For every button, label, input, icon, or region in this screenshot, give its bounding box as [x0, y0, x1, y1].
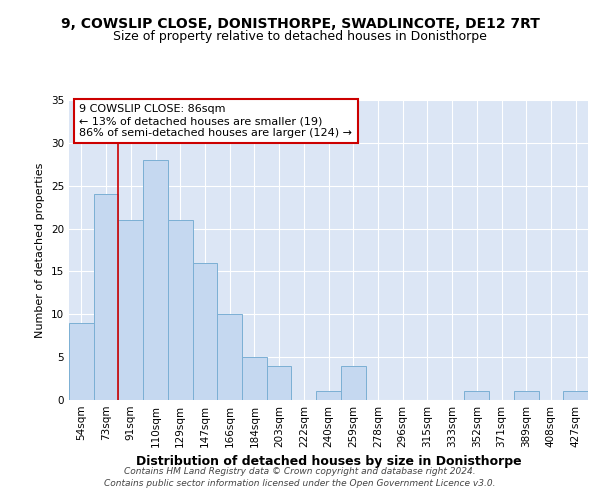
Y-axis label: Number of detached properties: Number of detached properties — [35, 162, 46, 338]
Text: Size of property relative to detached houses in Donisthorpe: Size of property relative to detached ho… — [113, 30, 487, 43]
Bar — [267, 366, 292, 400]
Bar — [341, 366, 365, 400]
Bar — [69, 323, 94, 400]
Bar — [118, 220, 143, 400]
Bar — [168, 220, 193, 400]
Text: 9, COWSLIP CLOSE, DONISTHORPE, SWADLINCOTE, DE12 7RT: 9, COWSLIP CLOSE, DONISTHORPE, SWADLINCO… — [61, 18, 539, 32]
Bar — [563, 392, 588, 400]
Bar — [242, 357, 267, 400]
Bar — [193, 263, 217, 400]
Bar — [464, 392, 489, 400]
X-axis label: Distribution of detached houses by size in Donisthorpe: Distribution of detached houses by size … — [136, 456, 521, 468]
Text: Contains HM Land Registry data © Crown copyright and database right 2024.
Contai: Contains HM Land Registry data © Crown c… — [104, 466, 496, 487]
Bar — [143, 160, 168, 400]
Bar — [217, 314, 242, 400]
Bar — [94, 194, 118, 400]
Bar — [316, 392, 341, 400]
Text: 9 COWSLIP CLOSE: 86sqm
← 13% of detached houses are smaller (19)
86% of semi-det: 9 COWSLIP CLOSE: 86sqm ← 13% of detached… — [79, 104, 352, 138]
Bar — [514, 392, 539, 400]
